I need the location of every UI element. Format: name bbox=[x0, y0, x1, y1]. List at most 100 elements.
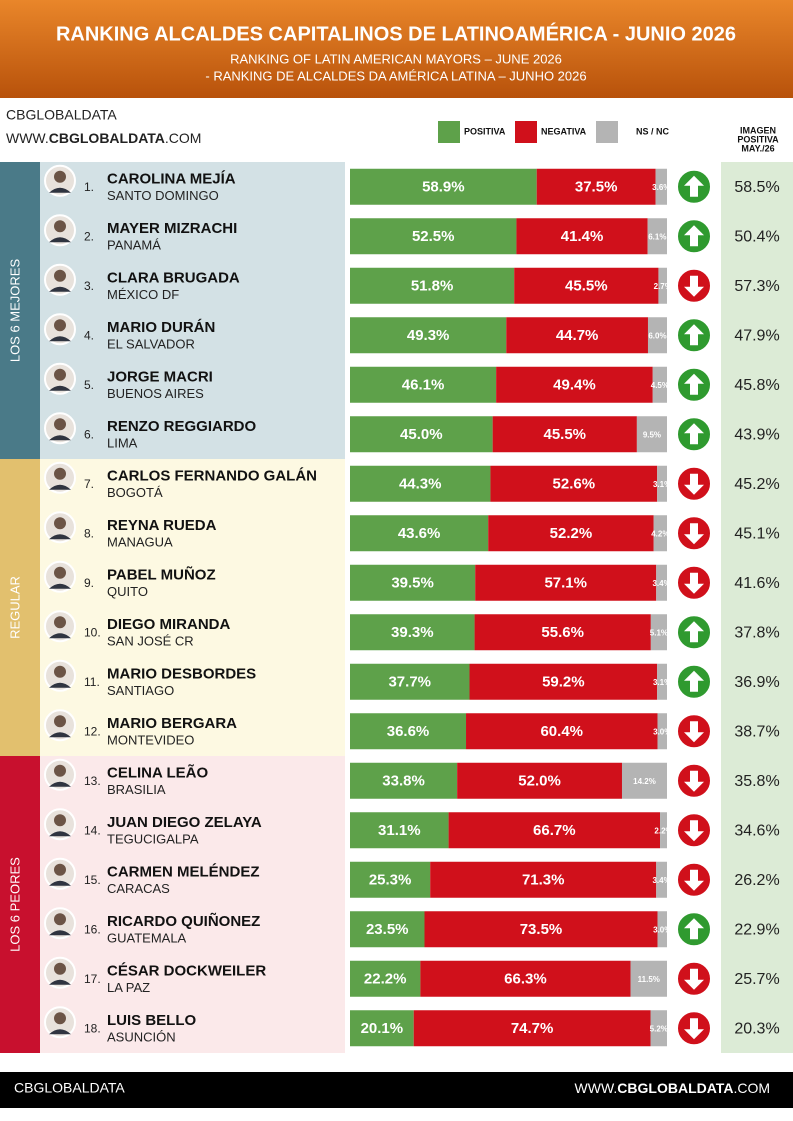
photo-body bbox=[49, 534, 71, 540]
subtitle: RANKING OF LATIN AMERICAN MAYORS – JUNE … bbox=[230, 51, 562, 66]
photo-body bbox=[49, 435, 71, 441]
bar-label: 52.0% bbox=[518, 773, 561, 790]
prev-value: 26.2% bbox=[734, 872, 779, 889]
city: BRASILIA bbox=[107, 782, 166, 797]
bar-label: 25.3% bbox=[369, 872, 412, 889]
prev-header: IMAGEN bbox=[740, 125, 776, 135]
url-bold: CBGLOBALDATA bbox=[617, 1080, 733, 1096]
photo-body bbox=[49, 979, 71, 985]
bar-label: 44.7% bbox=[556, 327, 599, 344]
trend-arrow bbox=[684, 968, 704, 990]
bar-segment bbox=[657, 663, 667, 700]
prev-value: 57.3% bbox=[734, 278, 779, 295]
city: MONTEVIDEO bbox=[107, 733, 194, 748]
url-prefix: WWW. bbox=[6, 130, 49, 146]
bar-label: 20.1% bbox=[361, 1020, 404, 1037]
prev-value: 36.9% bbox=[734, 674, 779, 691]
photo-body bbox=[49, 880, 71, 886]
bar-label: 3.1% bbox=[653, 480, 671, 489]
brand-url: WWW.CBGLOBALDATA.COM bbox=[6, 130, 201, 146]
bar-label: 11.5% bbox=[638, 975, 660, 984]
bar-segment bbox=[350, 663, 470, 700]
bar-segment bbox=[656, 564, 667, 601]
bar-segment bbox=[490, 465, 658, 502]
bar-label: 3.4% bbox=[652, 876, 670, 885]
city: LA PAZ bbox=[107, 980, 150, 995]
city: PANAMÁ bbox=[107, 238, 161, 253]
bar-label: 41.4% bbox=[561, 228, 604, 245]
photo-head bbox=[54, 764, 66, 777]
bar-label: 5.1% bbox=[650, 628, 668, 637]
city: MÉXICO DF bbox=[107, 287, 179, 302]
bar-label: 51.8% bbox=[411, 278, 454, 295]
bar-segment bbox=[647, 317, 667, 354]
rank: 12. bbox=[84, 724, 101, 738]
legend-label: NEGATIVA bbox=[541, 126, 587, 136]
prev-value: 47.9% bbox=[734, 327, 779, 344]
city: EL SALVADOR bbox=[107, 337, 195, 352]
photo-body bbox=[49, 484, 71, 490]
city: SAN JOSÉ CR bbox=[107, 634, 194, 649]
rank: 16. bbox=[84, 922, 101, 936]
city: SANTIAGO bbox=[107, 683, 174, 698]
trend-arrow bbox=[684, 670, 704, 692]
bar-label: 52.2% bbox=[550, 525, 593, 542]
bar-label: 66.3% bbox=[504, 971, 547, 988]
photo-body bbox=[49, 633, 71, 639]
photo-head bbox=[54, 962, 66, 975]
bar-segment bbox=[475, 564, 657, 601]
rank: 11. bbox=[84, 675, 100, 689]
bar-segment bbox=[350, 564, 476, 601]
group-label: REGULAR bbox=[7, 576, 22, 639]
city: MANAGUA bbox=[107, 535, 173, 550]
bar-label: 4.5% bbox=[651, 381, 669, 390]
bar-segment bbox=[506, 317, 648, 354]
name: JUAN DIEGO ZELAYA bbox=[107, 814, 262, 831]
name: MARIO BERGARA bbox=[107, 715, 237, 732]
rank: 6. bbox=[84, 427, 94, 441]
bar-segment bbox=[488, 515, 654, 552]
bar-segment bbox=[350, 614, 475, 651]
bar-segment bbox=[474, 614, 651, 651]
photo-body bbox=[49, 385, 71, 391]
bar-segment bbox=[350, 762, 458, 799]
legend-swatch bbox=[438, 121, 460, 143]
prev-value: 25.7% bbox=[734, 971, 779, 988]
rank: 15. bbox=[84, 873, 101, 887]
photo-body bbox=[49, 187, 71, 193]
bar-label: 3.6% bbox=[652, 183, 670, 192]
footer-brand: CBGLOBALDATA bbox=[14, 1080, 125, 1096]
title: RANKING ALCALDES CAPITALINOS DE LATINOAM… bbox=[56, 22, 736, 45]
url-suffix: .COM bbox=[165, 130, 202, 146]
trend-arrow bbox=[684, 572, 704, 594]
bar-label: 43.6% bbox=[398, 525, 441, 542]
prev-header: POSITIVA bbox=[737, 134, 779, 144]
bar-segment bbox=[350, 812, 449, 849]
trend-arrow bbox=[684, 523, 704, 545]
bar-segment bbox=[536, 168, 656, 205]
bar-segment bbox=[655, 168, 667, 205]
trend-arrow bbox=[684, 770, 704, 792]
name: CAROLINA MEJÍA bbox=[107, 171, 236, 188]
bar-label: 55.6% bbox=[541, 624, 584, 641]
bar-label: 36.6% bbox=[387, 723, 430, 740]
bar-label: 31.1% bbox=[378, 822, 421, 839]
bar-label: 37.7% bbox=[388, 674, 431, 691]
bar-segment bbox=[653, 515, 667, 552]
subtitle: - RANKING DE ALCALDES DA AMÉRICA LATINA … bbox=[205, 68, 586, 83]
city: LIMA bbox=[107, 436, 138, 451]
city: ASUNCIÓN bbox=[107, 1030, 176, 1045]
bar-label: 73.5% bbox=[520, 921, 563, 938]
bar-label: 60.4% bbox=[540, 723, 583, 740]
rank: 18. bbox=[84, 1021, 101, 1035]
bar-label: 3.0% bbox=[653, 727, 671, 736]
bar-segment bbox=[413, 1010, 651, 1047]
bar-segment bbox=[656, 861, 667, 898]
bar-segment bbox=[650, 614, 667, 651]
photo-head bbox=[54, 269, 66, 282]
photo-head bbox=[54, 913, 66, 926]
trend-arrow bbox=[684, 820, 704, 842]
bar-segment bbox=[647, 218, 667, 255]
group-bg bbox=[40, 459, 345, 756]
rank: 3. bbox=[84, 279, 94, 293]
